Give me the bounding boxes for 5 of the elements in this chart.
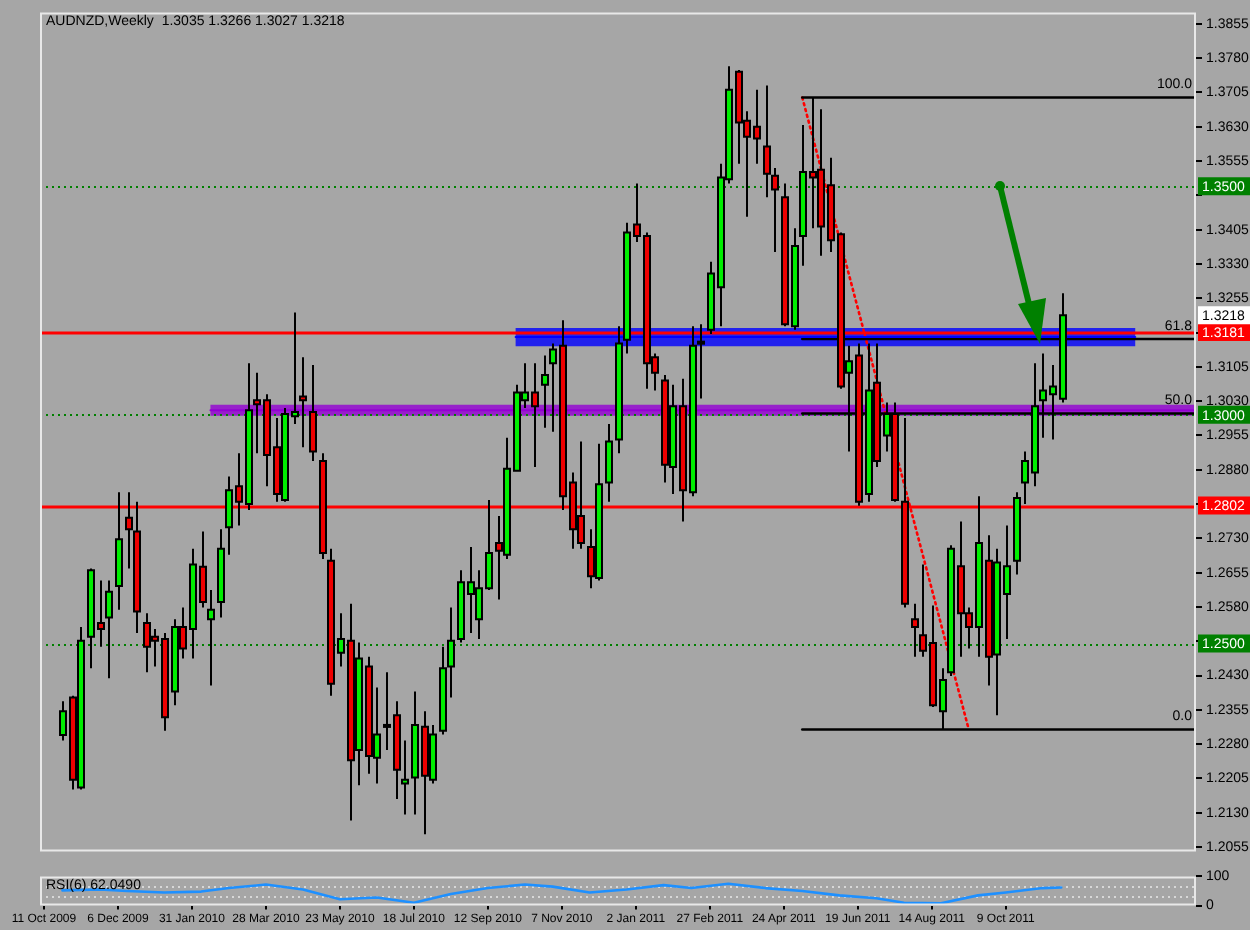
candlestick — [309, 364, 317, 463]
candlestick — [105, 579, 113, 680]
candlestick — [115, 491, 123, 611]
candlestick — [143, 612, 151, 674]
candlestick — [577, 440, 585, 550]
